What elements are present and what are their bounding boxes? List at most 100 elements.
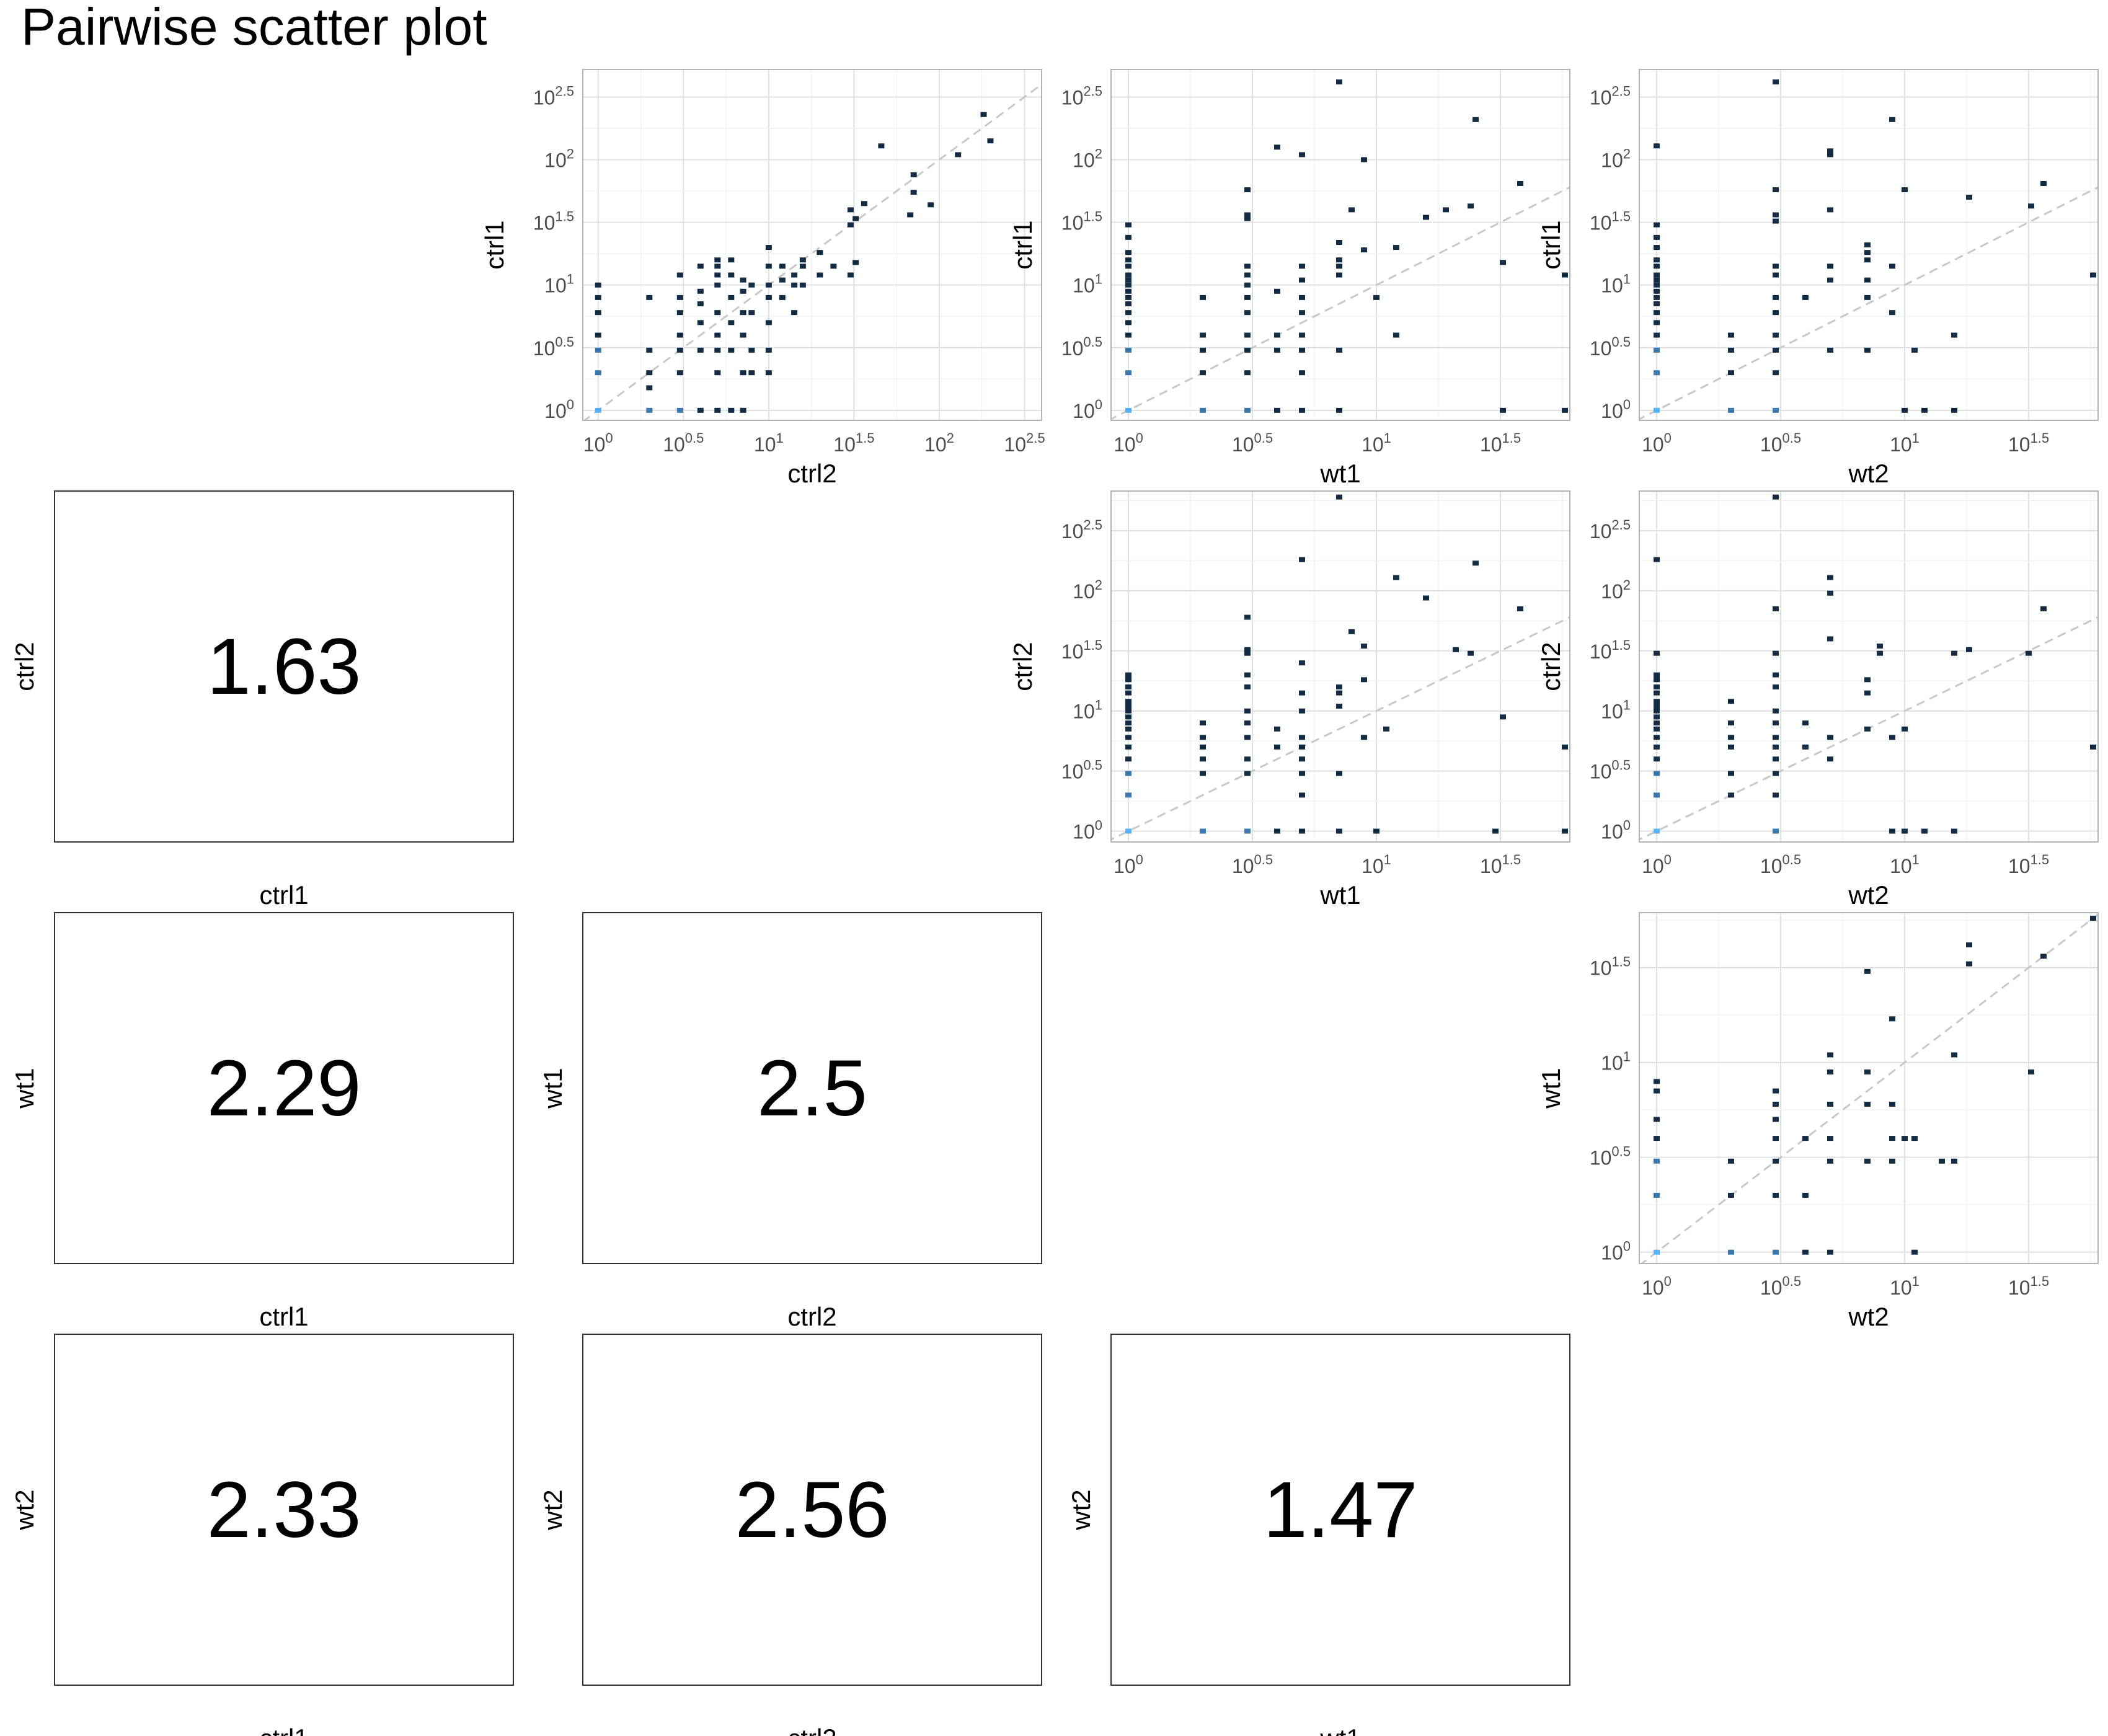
data-point <box>1299 152 1305 157</box>
data-point <box>1911 1249 1918 1255</box>
data-point <box>1654 234 1660 240</box>
data-point <box>1244 647 1251 652</box>
data-point <box>1125 310 1132 316</box>
data-point <box>2040 180 2047 186</box>
panel-border <box>1639 912 2099 1264</box>
data-point <box>1654 407 1660 413</box>
data-point <box>1966 961 1972 967</box>
data-point <box>676 370 683 376</box>
data-point <box>1889 1136 1895 1141</box>
data-point <box>765 294 772 300</box>
data-point <box>1773 1088 1779 1094</box>
data-point <box>646 385 653 391</box>
points <box>1125 79 1568 413</box>
data-point <box>1500 407 1506 413</box>
data-point <box>1654 245 1660 250</box>
data-point <box>1864 726 1871 732</box>
data-point <box>852 216 859 221</box>
data-point <box>1966 942 1972 948</box>
data-point <box>1951 407 1957 413</box>
data-point <box>1200 332 1206 338</box>
data-point <box>1423 595 1429 601</box>
data-point <box>1299 277 1305 283</box>
data-point <box>1773 1249 1779 1255</box>
panel-border <box>1639 69 2099 421</box>
data-point <box>728 320 735 326</box>
data-point <box>1654 301 1660 307</box>
data-point <box>740 310 746 316</box>
data-point <box>1244 282 1251 288</box>
y-axis-title: wt1 <box>538 1068 567 1109</box>
data-point <box>646 370 653 376</box>
data-point <box>910 190 917 195</box>
data-point <box>714 407 721 413</box>
data-point <box>1773 1158 1779 1164</box>
scatter-panel-ctrl2-vs-wt2: 100 100.5 101 101.5 100 100.5 101 101.5 102 102.5… <box>1536 490 2099 910</box>
x-tick-label: 101.5 <box>1480 430 1521 456</box>
panel-grid: 100 100.5 101 101.5 102 102.5 100 100.5 101 101.5… <box>10 69 2099 1736</box>
data-point <box>1654 690 1660 696</box>
data-point <box>1827 590 1833 596</box>
x-tick-label: 101.5 <box>2008 430 2049 456</box>
data-point <box>1336 79 1342 85</box>
data-point <box>1728 699 1734 704</box>
data-point <box>1125 288 1132 294</box>
data-point <box>1383 726 1389 732</box>
data-point <box>748 282 755 288</box>
data-point <box>1125 407 1132 413</box>
data-point <box>1864 242 1871 247</box>
value-panel-ctrl2-vs-ctrl1: 1.63 ctrl1 ctrl2 <box>10 490 514 910</box>
data-point <box>1773 744 1779 750</box>
x-axis-title: ctrl1 <box>259 880 308 910</box>
data-point <box>1728 735 1734 740</box>
data-point <box>1125 699 1132 704</box>
y-axis-title: wt1 <box>1536 1068 1566 1109</box>
data-point <box>1299 828 1305 834</box>
data-point <box>2028 203 2034 209</box>
data-point <box>1939 1158 1945 1164</box>
data-point <box>1654 828 1660 834</box>
data-point <box>1244 216 1251 221</box>
grid <box>1639 913 2098 1264</box>
data-point <box>1654 699 1660 704</box>
data-point <box>1274 144 1280 150</box>
data-point <box>847 207 854 213</box>
data-point <box>2090 916 2096 921</box>
x-tick-label: 100.5 <box>1760 1273 1801 1299</box>
data-point <box>1654 650 1660 656</box>
x-axis-title: wt1 <box>1319 1724 1360 1736</box>
data-point <box>1951 650 1957 656</box>
x-tick-label: 102 <box>924 430 954 456</box>
data-point <box>1877 650 1883 656</box>
data-point <box>1244 370 1251 376</box>
data-point <box>1244 310 1251 316</box>
points <box>1654 79 2096 413</box>
data-point <box>1125 257 1132 263</box>
data-point <box>1654 310 1660 316</box>
y-tick-label: 102 <box>1601 577 1631 603</box>
x-tick-label: 100 <box>1114 430 1143 456</box>
y-tick-label: 102.5 <box>1061 517 1102 542</box>
data-point <box>1773 1192 1779 1198</box>
y-axis-title: ctrl2 <box>10 642 39 691</box>
data-point <box>1336 690 1342 696</box>
x-tick-label: 101 <box>1890 430 1920 456</box>
data-point <box>1244 771 1251 776</box>
data-point <box>1125 677 1132 683</box>
y-tick-label: 101.5 <box>1590 637 1631 663</box>
data-point <box>1802 720 1809 726</box>
x-tick-label: 101.5 <box>2008 1273 2049 1299</box>
data-point <box>1299 347 1305 353</box>
data-point <box>748 347 755 353</box>
data-point <box>1244 212 1251 218</box>
y-tick-label: 102.5 <box>1590 83 1631 108</box>
grid <box>583 69 1042 420</box>
y-tick-label: 100 <box>1601 818 1631 843</box>
x-tick-label: 101 <box>754 430 784 456</box>
data-point <box>1373 294 1380 300</box>
data-point <box>1423 215 1429 220</box>
data-point <box>1864 1069 1871 1074</box>
data-point <box>1728 347 1734 353</box>
data-point <box>1728 370 1734 376</box>
y-tick-label: 100.5 <box>1061 758 1102 783</box>
